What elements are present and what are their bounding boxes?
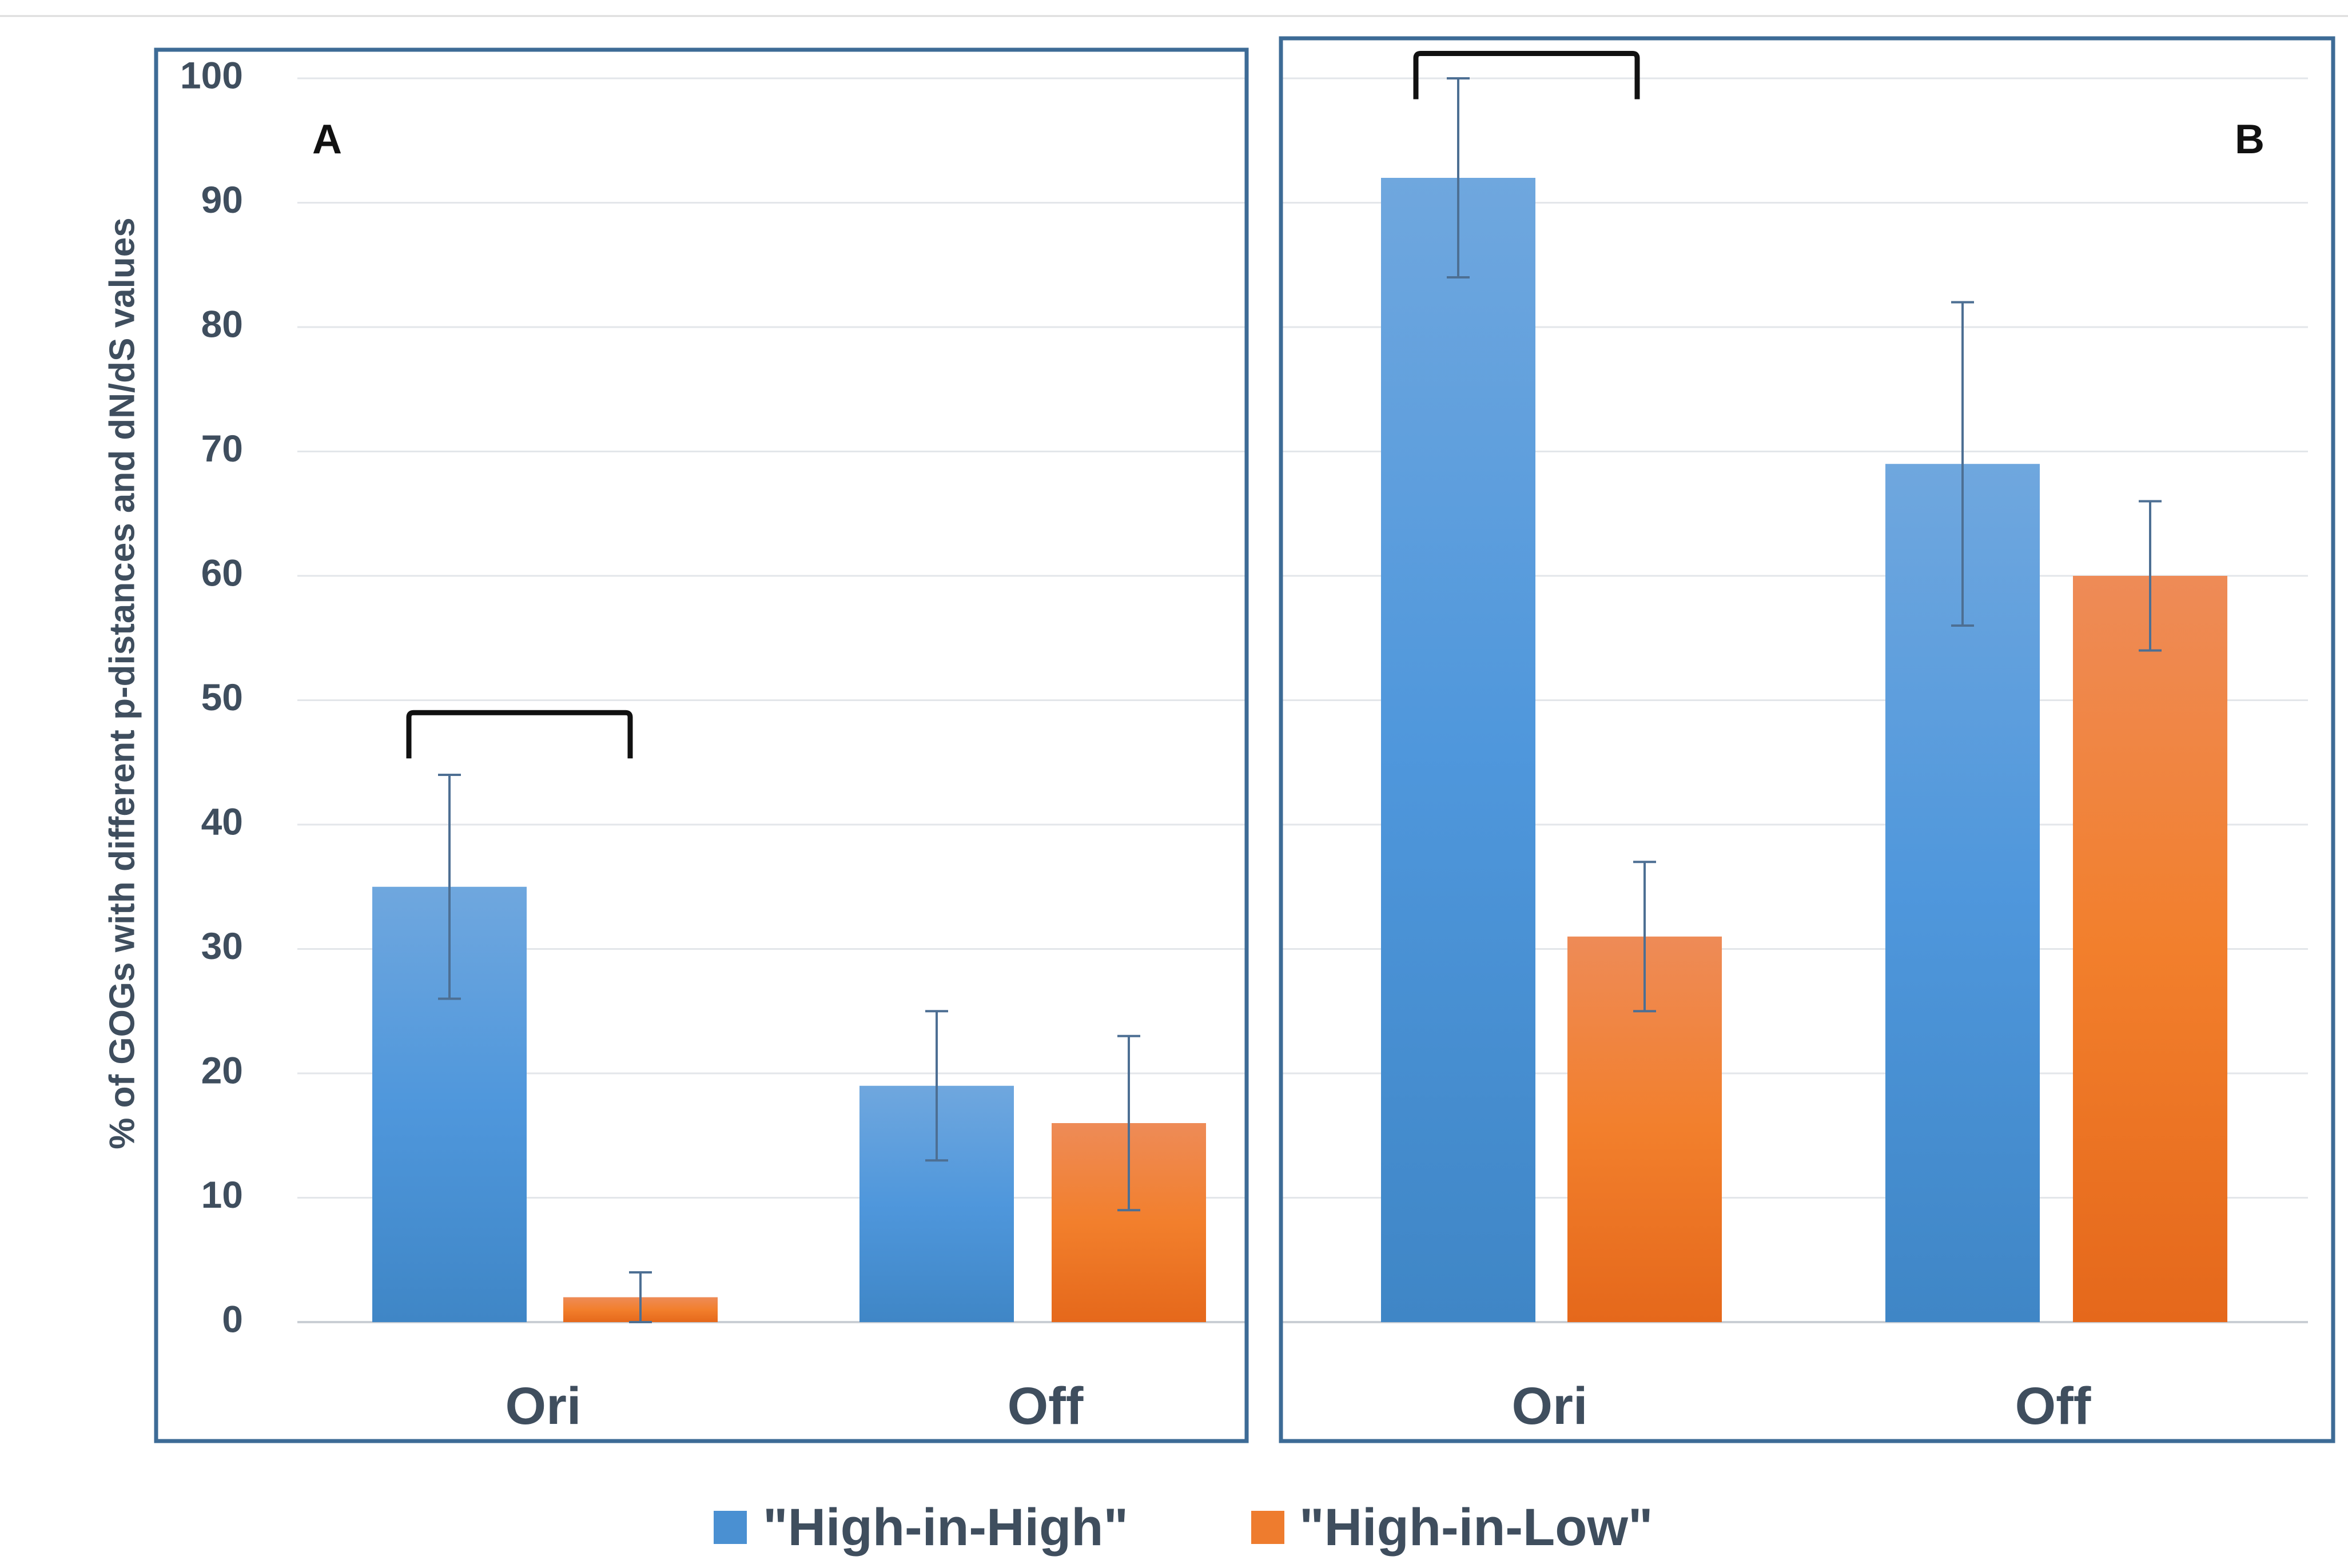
error-bars — [438, 77, 2162, 1323]
bars — [372, 178, 2227, 1322]
y-tick-label-20: 20 — [201, 1049, 243, 1091]
category-label-a-ori: Ori — [506, 1377, 582, 1435]
significance-bracket-b — [1413, 51, 1640, 100]
y-tick-label-80: 80 — [201, 303, 243, 345]
significance-bracket-a — [406, 710, 633, 759]
y-tick-label-70: 70 — [201, 427, 243, 469]
y-tick-label-100: 100 — [180, 54, 243, 96]
error-bar-b-ori-high-in-high — [1447, 77, 1470, 278]
panel-a-label: A — [312, 117, 342, 162]
y-tick-label-0: 0 — [222, 1298, 243, 1340]
y-tick-label-40: 40 — [201, 800, 243, 842]
legend-swatch-high-in-low — [1251, 1511, 1284, 1544]
bar-b-off-high-in-low — [2073, 576, 2227, 1322]
error-bar-a-ori-high-in-high — [438, 774, 461, 1000]
y-axis-title: % of GOGs with different p-distances and… — [102, 217, 142, 1149]
y-tick-label-30: 30 — [201, 925, 243, 967]
category-label-b-off: Off — [2015, 1377, 2091, 1435]
bar-b-ori-high-in-high — [1381, 178, 1535, 1322]
error-bar-b-off-high-in-low — [2139, 500, 2162, 652]
error-bar-b-ori-high-in-low — [1633, 861, 1656, 1013]
error-bar-a-off-high-in-high — [925, 1010, 948, 1162]
y-tick-label-90: 90 — [201, 178, 243, 221]
category-label-b-ori: Ori — [1512, 1377, 1588, 1435]
legend-label-high-in-low: "High-in-Low" — [1299, 1498, 1653, 1557]
panel-b-frame — [1279, 36, 2335, 1443]
error-bar-a-ori-high-in-low — [629, 1271, 652, 1323]
error-bar-b-off-high-in-high — [1951, 301, 1974, 627]
y-tick-label-60: 60 — [201, 551, 243, 594]
legend-swatch-high-in-high — [714, 1511, 747, 1544]
y-tick-labels: 0 10 20 30 40 50 60 70 80 90 100 — [180, 54, 243, 1340]
y-tick-label-10: 10 — [201, 1173, 243, 1216]
panel-a-frame — [154, 47, 1249, 1443]
category-label-a-off: Off — [1008, 1377, 1084, 1435]
error-bar-a-off-high-in-low — [1117, 1034, 1140, 1212]
y-tick-label-50: 50 — [201, 676, 243, 718]
significance-brackets — [406, 51, 1640, 759]
legend-label-high-in-high: "High-in-High" — [763, 1498, 1128, 1557]
legend: "High-in-High" "High-in-Low" — [714, 1498, 1653, 1557]
panel-b-label: B — [2235, 117, 2265, 162]
